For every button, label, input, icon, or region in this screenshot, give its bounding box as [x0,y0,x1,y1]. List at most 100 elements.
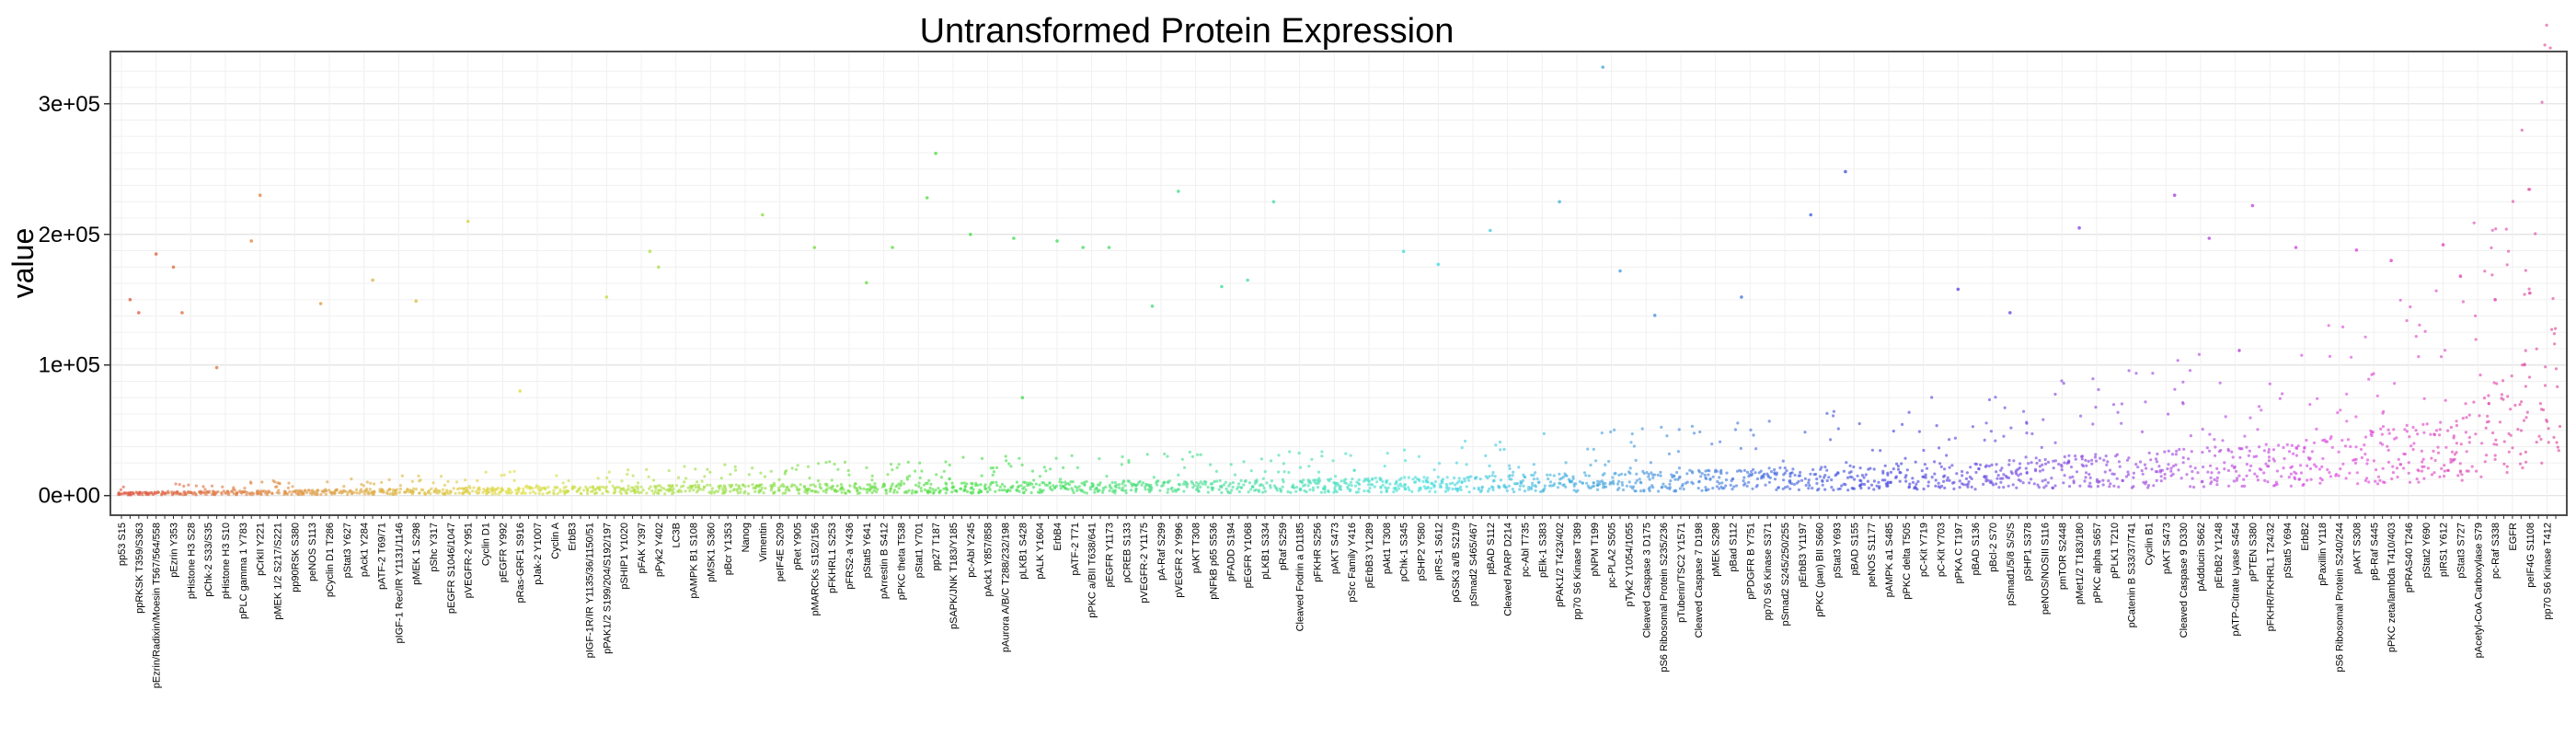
data-point [2155,478,2158,483]
data-point [2088,481,2092,485]
data-point [866,483,869,487]
data-point [1118,486,1121,489]
data-point [2378,441,2383,445]
data-point [2214,445,2217,449]
data-point [1379,490,1383,494]
data-point [2436,445,2440,449]
data-point [259,492,262,496]
data-point [1581,481,1584,485]
data-point [2127,473,2131,477]
data-point [1814,472,1818,477]
data-point [2245,445,2248,449]
data-point [1915,482,1918,486]
plot-border [109,51,2568,516]
data-point [2398,463,2402,466]
data-point [1688,468,1692,472]
data-point [983,485,987,489]
data-point [306,489,310,492]
data-point [1288,450,1292,454]
data-point [1181,482,1185,486]
data-point [639,485,643,489]
data-point [1532,473,1535,477]
data-point [1639,489,1643,493]
data-point [1358,483,1362,487]
data-point [1742,476,1746,479]
data-point [1961,483,1966,487]
data-point [917,481,921,485]
data-point [1156,479,1159,483]
data-point [1455,461,1458,465]
data-point [1385,479,1388,483]
data-point [1935,424,1938,428]
data-point [1413,476,1418,479]
data-point [2281,392,2284,396]
x-tick-label: pPLK1 T210 [2110,523,2121,579]
x-tick-label: pErbB3 Y1197 [1798,523,1809,588]
data-point [2487,402,2490,406]
data-point [2432,449,2435,453]
data-point [446,491,450,496]
data-point [1668,482,1672,486]
data-point [2132,471,2135,475]
data-point [626,472,629,477]
data-point [684,489,687,493]
data-point [2482,397,2487,400]
data-point [463,489,466,494]
outlier-point [891,246,894,249]
data-point [905,490,909,494]
data-point [2507,249,2511,253]
data-point [2109,468,2112,472]
data-point [889,463,893,466]
data-point [1943,467,1947,471]
data-point [907,489,911,492]
outlier-point [2077,225,2081,230]
x-tick-label: pMEK S298 [1711,523,1722,577]
data-point [1642,489,1646,492]
data-point [1881,469,1885,473]
data-point [2124,475,2129,478]
x-tick-label: peNOS S113 [307,523,318,581]
data-point [1504,486,1508,489]
data-point [1539,489,1543,494]
data-point [2312,441,2317,444]
data-point [1953,436,1957,440]
data-point [650,489,654,493]
data-point [1478,489,1482,494]
data-point [1214,469,1218,473]
data-point [2249,464,2253,467]
data-point [380,480,384,485]
data-point [414,488,418,491]
x-tick-label: pATF-2 T71 [1070,523,1081,576]
data-point [627,487,630,491]
data-point [2134,372,2138,375]
data-point [742,491,746,495]
data-point [1054,456,1058,460]
data-point [1129,482,1133,486]
data-point [636,481,640,485]
x-tick-label: pCREB S133 [1121,523,1133,582]
data-point [1229,463,1233,466]
data-point [1511,488,1514,491]
data-point [1631,485,1636,489]
data-point [1138,479,1142,484]
data-point [1825,468,1829,472]
data-point [1804,483,1808,488]
data-point [2053,459,2057,463]
data-point [1277,470,1281,474]
data-point [1098,481,1102,485]
data-point [677,489,681,494]
data-point [910,491,914,495]
data-point [2191,469,2194,474]
data-point [2160,468,2165,472]
data-point [2444,445,2448,449]
data-point [1317,470,1321,474]
data-point [575,489,579,493]
data-point [1708,477,1712,481]
data-point [760,486,765,490]
data-point [1220,485,1224,489]
data-point [2449,425,2453,430]
data-point [591,489,595,493]
x-tick-label: peIF4G S1108 [2525,523,2536,588]
data-point [1848,464,1852,467]
data-point [2495,443,2499,446]
